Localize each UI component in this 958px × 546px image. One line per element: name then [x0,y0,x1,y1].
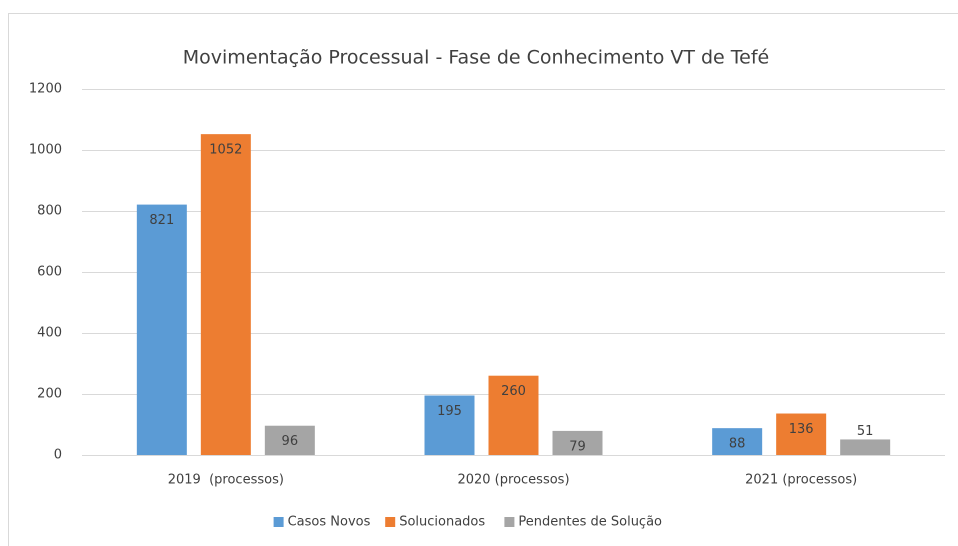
data-label: 88 [729,437,746,452]
data-label: 96 [282,434,299,449]
data-label: 821 [149,213,174,228]
legend-swatch [385,517,396,527]
bar [264,425,315,455]
x-tick-label: 2021 (processos) [745,473,857,488]
bar [712,428,763,455]
y-tick-label: 1000 [29,143,62,158]
legend-swatch [504,517,515,527]
y-tick-label: 200 [37,387,62,402]
data-label: 79 [569,439,586,454]
y-tick-label: 400 [37,326,62,341]
bar [840,439,891,455]
x-tick-label: 2019 (processos) [168,473,284,488]
legend-label: Pendentes de Solução [518,515,662,530]
chart-frame [8,13,958,546]
legend-swatch [273,517,284,527]
data-label: 195 [437,404,462,419]
bar [200,134,251,455]
bar [552,430,603,455]
y-tick-label: 0 [54,448,62,463]
bar [136,204,187,455]
y-tick-label: 600 [37,265,62,280]
bar [776,413,827,455]
bar [424,395,475,455]
legend-label: Solucionados [399,515,485,530]
x-tick-label: 2020 (processos) [457,473,569,488]
data-label: 136 [789,422,814,437]
y-tick-label: 800 [37,204,62,219]
chart-title: Movimentação Processual - Fase de Conhec… [183,47,769,69]
data-label: 51 [857,424,874,439]
legend-label: Casos Novos [288,515,371,530]
y-tick-label: 1200 [29,82,62,97]
data-label: 260 [501,384,526,399]
bar [488,375,539,455]
data-label: 1052 [209,143,242,158]
